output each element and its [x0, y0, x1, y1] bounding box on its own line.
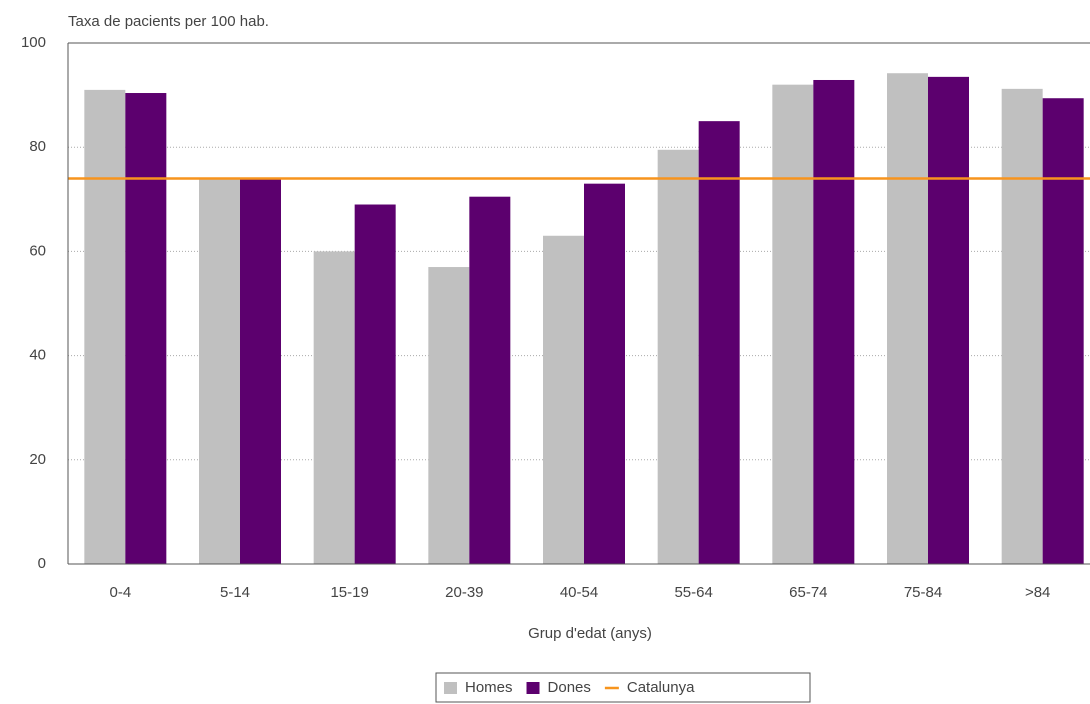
- legend-swatch: [526, 682, 540, 694]
- bar: [313, 251, 355, 564]
- y-tick-label: 100: [21, 34, 46, 51]
- y-tick-label: 40: [29, 347, 46, 364]
- y-tick-label: 60: [29, 242, 46, 259]
- y-tick-label: 0: [38, 555, 46, 572]
- bar: [240, 178, 281, 564]
- bar: [543, 235, 584, 564]
- bar: [584, 183, 625, 565]
- bar: [1001, 88, 1043, 565]
- x-tick-label: 20-39: [445, 584, 483, 601]
- bar: [698, 121, 740, 565]
- bar: [813, 79, 855, 564]
- x-tick-label: 40-54: [560, 584, 598, 601]
- legend-label: Homes: [465, 679, 513, 696]
- chart-subtitle: Taxa de pacients per 100 hab.: [68, 13, 269, 30]
- bar: [199, 178, 240, 564]
- x-tick-label: 5-14: [220, 584, 250, 601]
- x-tick-label: 65-74: [789, 584, 827, 601]
- bar: [928, 76, 969, 565]
- x-tick-label: 15-19: [330, 584, 368, 601]
- y-tick-label: 80: [29, 138, 46, 155]
- x-tick-label: >84: [1025, 584, 1050, 601]
- x-tick-label: 55-64: [674, 584, 712, 601]
- x-tick-label: 75-84: [904, 584, 942, 601]
- bar: [772, 84, 814, 565]
- legend-label: Dones: [548, 679, 591, 696]
- bar: [84, 89, 126, 564]
- x-axis-label: Grup d'edat (anys): [528, 625, 652, 642]
- bar: [469, 196, 511, 564]
- bar: [1042, 98, 1084, 564]
- bar: [354, 204, 396, 564]
- legend-swatch: [444, 682, 457, 694]
- y-tick-label: 20: [29, 451, 46, 468]
- legend-label: Catalunya: [627, 679, 695, 696]
- bar: [125, 93, 167, 565]
- bar: [428, 267, 470, 564]
- legend-box: [435, 672, 811, 703]
- x-tick-label: 0-4: [109, 584, 131, 601]
- bar: [887, 73, 928, 564]
- bar: [657, 149, 699, 564]
